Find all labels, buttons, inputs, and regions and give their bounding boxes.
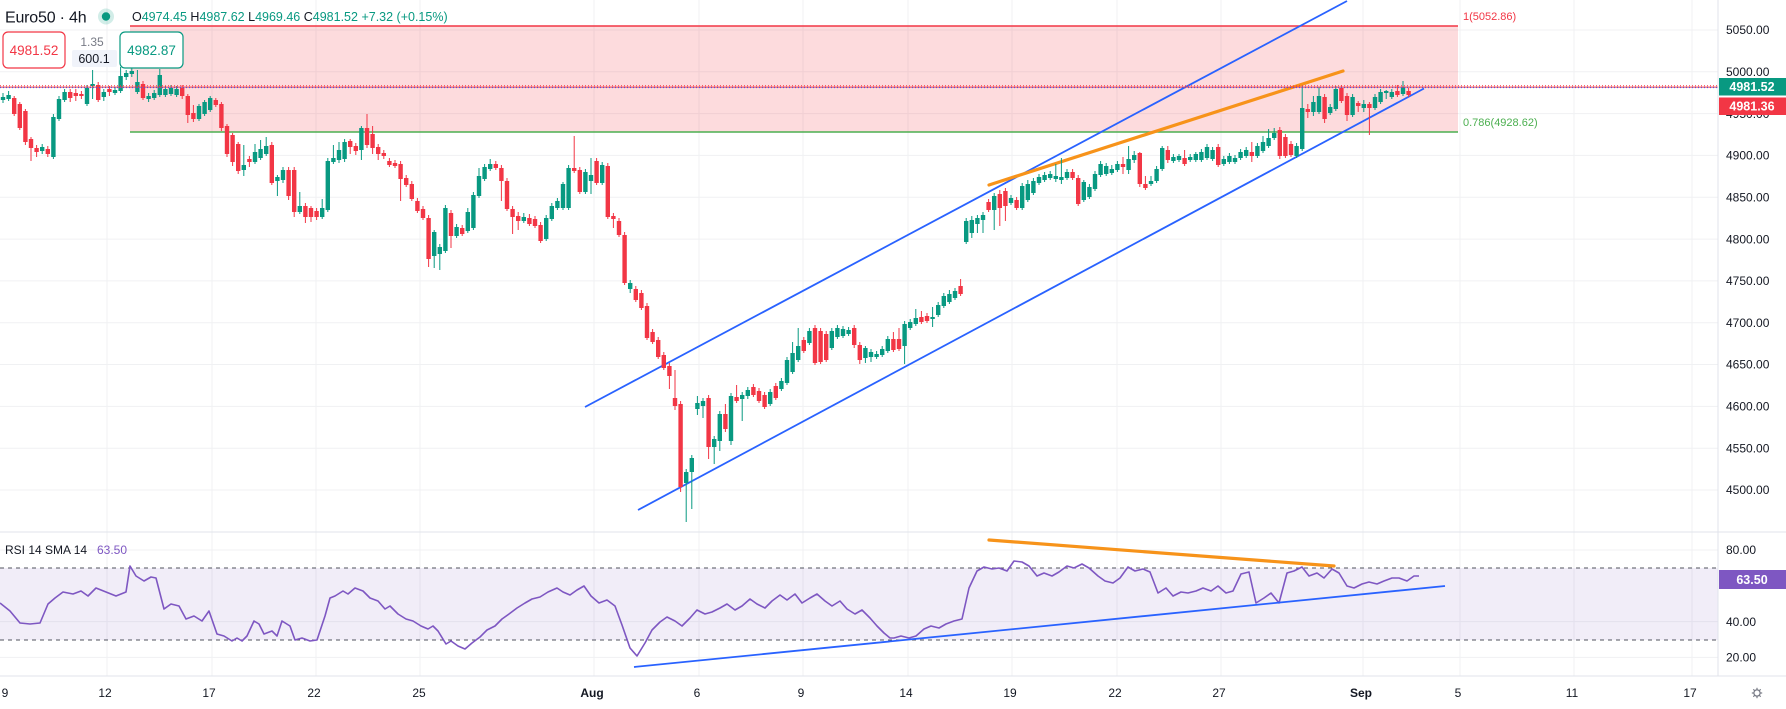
svg-text:80.00: 80.00 (1726, 543, 1756, 557)
svg-text:19: 19 (1003, 686, 1017, 700)
svg-text:4981.52: 4981.52 (1729, 80, 1774, 94)
svg-text:4850.00: 4850.00 (1726, 191, 1770, 205)
svg-text:4550.00: 4550.00 (1726, 441, 1770, 455)
svg-text:4650.00: 4650.00 (1726, 358, 1770, 372)
svg-text:4700.00: 4700.00 (1726, 316, 1770, 330)
svg-text:4982.87: 4982.87 (127, 43, 176, 58)
svg-text:Aug: Aug (580, 686, 603, 700)
svg-text:5: 5 (1455, 686, 1462, 700)
svg-text:40.00: 40.00 (1726, 615, 1756, 629)
svg-text:63.50: 63.50 (1736, 573, 1767, 587)
svg-text:4981.36: 4981.36 (1729, 100, 1774, 114)
svg-text:17: 17 (202, 686, 216, 700)
svg-text:9: 9 (2, 686, 9, 700)
svg-text:20.00: 20.00 (1726, 651, 1756, 665)
svg-text:4981.52: 4981.52 (10, 43, 59, 58)
svg-text:22: 22 (307, 686, 321, 700)
svg-text:RSI 14 SMA 14: RSI 14 SMA 14 (5, 543, 87, 557)
svg-text:1(5052.86): 1(5052.86) (1463, 11, 1516, 23)
svg-text:Sep: Sep (1350, 686, 1372, 700)
svg-text:Euro50 · 4h: Euro50 · 4h (5, 10, 86, 27)
svg-text:11: 11 (1566, 686, 1579, 700)
svg-text:4800.00: 4800.00 (1726, 232, 1770, 246)
svg-text:O4974.45 H4987.62 L4969.46 C49: O4974.45 H4987.62 L4969.46 C4981.52 +7.3… (132, 10, 448, 24)
svg-text:4900.00: 4900.00 (1726, 149, 1770, 163)
svg-text:63.50: 63.50 (97, 543, 127, 557)
svg-text:25: 25 (412, 686, 426, 700)
svg-text:1.35: 1.35 (80, 35, 104, 49)
svg-text:17: 17 (1683, 686, 1697, 700)
svg-text:5050.00: 5050.00 (1726, 23, 1770, 37)
svg-text:4500.00: 4500.00 (1726, 483, 1770, 497)
svg-text:4600.00: 4600.00 (1726, 400, 1770, 414)
svg-text:22: 22 (1108, 686, 1122, 700)
svg-text:6: 6 (694, 686, 701, 700)
svg-text:0.786(4928.62): 0.786(4928.62) (1463, 117, 1538, 129)
svg-text:27: 27 (1212, 686, 1226, 700)
svg-text:600.1: 600.1 (78, 52, 109, 66)
svg-text:5000.00: 5000.00 (1726, 65, 1770, 79)
svg-text:12: 12 (98, 686, 112, 700)
svg-text:9: 9 (798, 686, 805, 700)
svg-text:4750.00: 4750.00 (1726, 274, 1770, 288)
svg-text:14: 14 (899, 686, 913, 700)
